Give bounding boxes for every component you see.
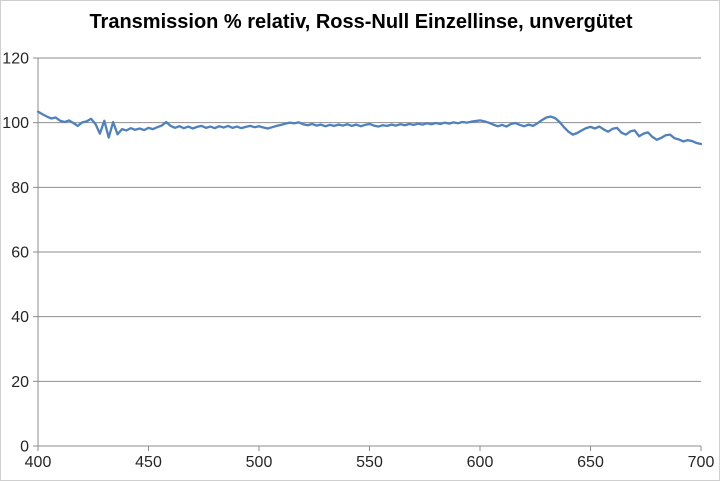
x-tick-label: 700 (688, 454, 715, 471)
y-tick-label: 20 (11, 374, 29, 391)
chart-title: Transmission % relativ, Ross-Null Einzel… (89, 11, 633, 33)
x-tick-label: 550 (356, 454, 383, 471)
x-tick-label: 650 (577, 454, 604, 471)
y-tick-label: 40 (11, 309, 29, 326)
y-tick-label: 60 (11, 245, 29, 262)
x-tick-label: 600 (467, 454, 494, 471)
y-tick-label: 120 (2, 51, 29, 68)
x-tick-label: 450 (135, 454, 162, 471)
y-tick-label: 100 (2, 115, 29, 132)
transmission-series-line (36, 110, 703, 146)
y-tick-label: 80 (11, 180, 29, 197)
y-tick-label: 0 (20, 439, 29, 456)
x-tick-label: 500 (246, 454, 273, 471)
x-tick-label: 400 (25, 454, 52, 471)
